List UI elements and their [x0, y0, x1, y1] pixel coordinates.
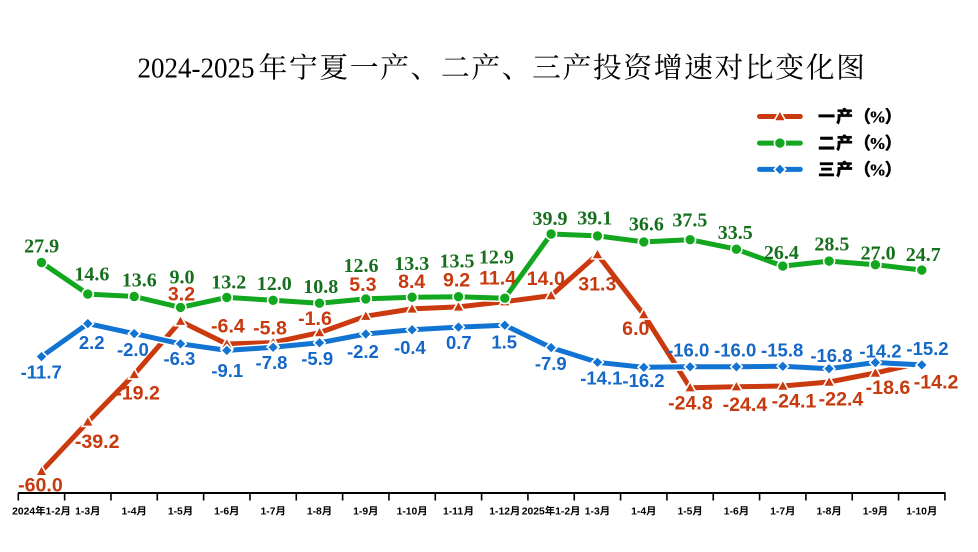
svg-text:-7.9: -7.9	[535, 353, 567, 374]
svg-text:-14.1: -14.1	[580, 367, 622, 388]
svg-text:1-6: 1-6	[724, 507, 739, 518]
svg-text:-11.7: -11.7	[21, 361, 62, 382]
svg-text:27.0: 27.0	[861, 242, 896, 264]
svg-text:1-5: 1-5	[168, 507, 183, 518]
svg-text:1-9: 1-9	[863, 507, 878, 518]
svg-text:12.6: 12.6	[344, 255, 379, 277]
svg-text:1-12: 1-12	[489, 507, 510, 518]
svg-text:13.5: 13.5	[440, 251, 475, 273]
svg-text:-1.6: -1.6	[298, 308, 332, 330]
svg-text:2025: 2025	[522, 507, 545, 518]
svg-text:9.2: 9.2	[443, 269, 470, 291]
svg-text:-0.4: -0.4	[394, 337, 427, 358]
svg-text:-24.8: -24.8	[668, 393, 713, 415]
svg-text:-9.1: -9.1	[211, 360, 243, 381]
svg-text:-39.2: -39.2	[75, 431, 120, 453]
svg-text:-2.2: -2.2	[347, 341, 379, 362]
svg-text:-14.2: -14.2	[914, 371, 959, 393]
svg-text:2024: 2024	[12, 507, 35, 518]
svg-text:1-8: 1-8	[816, 507, 831, 518]
svg-text:12.0: 12.0	[257, 273, 292, 295]
svg-text:27.9: 27.9	[24, 235, 59, 257]
svg-text:1-7: 1-7	[261, 507, 276, 518]
svg-text:11.4: 11.4	[479, 267, 516, 289]
svg-text:3.2: 3.2	[168, 284, 195, 306]
svg-text:36.6: 36.6	[629, 214, 664, 236]
svg-text:-2.0: -2.0	[117, 339, 149, 360]
svg-text:-24.4: -24.4	[723, 394, 768, 416]
svg-text:9.0: 9.0	[170, 266, 195, 288]
svg-text:28.5: 28.5	[814, 233, 849, 255]
svg-text:0.7: 0.7	[446, 332, 472, 353]
svg-text:-7.8: -7.8	[256, 352, 288, 373]
svg-text:26.4: 26.4	[764, 242, 799, 264]
svg-text:39.9: 39.9	[533, 208, 568, 230]
svg-text:-24.1: -24.1	[772, 391, 817, 413]
svg-text:2024-2025: 2024-2025	[138, 53, 255, 85]
svg-text:2.2: 2.2	[79, 332, 105, 353]
svg-text:1-9: 1-9	[353, 507, 368, 518]
svg-text:-16.0: -16.0	[667, 340, 709, 361]
svg-text:12.9: 12.9	[479, 247, 514, 269]
svg-text:%: %	[869, 134, 886, 153]
svg-text:-22.4: -22.4	[819, 388, 864, 410]
svg-text:14.6: 14.6	[74, 263, 109, 285]
svg-text:-19.2: -19.2	[115, 382, 160, 404]
svg-text:-60.0: -60.0	[18, 474, 63, 496]
svg-text:14.0: 14.0	[527, 268, 565, 290]
svg-text:6.0: 6.0	[622, 318, 649, 340]
svg-text:%: %	[869, 160, 886, 179]
svg-text:1-8: 1-8	[307, 507, 322, 518]
svg-text:24.7: 24.7	[906, 244, 941, 266]
svg-text:13.2: 13.2	[211, 272, 246, 294]
svg-text:1-6: 1-6	[214, 507, 229, 518]
svg-text:1-10: 1-10	[397, 507, 418, 518]
svg-text:1-4: 1-4	[122, 507, 137, 518]
svg-text:1-10: 1-10	[906, 507, 927, 518]
svg-text:1-7: 1-7	[770, 507, 785, 518]
svg-text:%: %	[869, 108, 886, 127]
svg-text:1-11: 1-11	[443, 507, 463, 518]
svg-text:-6.4: -6.4	[211, 315, 245, 337]
svg-text:8.4: 8.4	[398, 271, 425, 293]
svg-text:31.3: 31.3	[578, 273, 616, 295]
svg-text:1.5: 1.5	[491, 331, 517, 352]
svg-text:-15.8: -15.8	[761, 340, 803, 361]
svg-text:-16.2: -16.2	[622, 370, 664, 391]
svg-text:-14.2: -14.2	[859, 341, 901, 362]
svg-text:1-4: 1-4	[631, 507, 646, 518]
svg-text:37.5: 37.5	[672, 210, 707, 232]
svg-text:13.3: 13.3	[394, 253, 429, 275]
svg-text:39.1: 39.1	[577, 207, 612, 229]
svg-text:5.3: 5.3	[349, 274, 376, 296]
svg-text:-5.8: -5.8	[253, 318, 287, 340]
svg-text:1-3: 1-3	[75, 507, 90, 518]
svg-text:1-2: 1-2	[46, 507, 61, 518]
svg-text:10.8: 10.8	[303, 276, 338, 298]
svg-text:1-3: 1-3	[585, 507, 600, 518]
svg-text:33.5: 33.5	[718, 222, 753, 244]
svg-text:13.6: 13.6	[122, 269, 157, 291]
svg-text:-18.6: -18.6	[866, 377, 911, 399]
svg-text:-6.3: -6.3	[163, 348, 195, 369]
svg-text:1-5: 1-5	[677, 507, 692, 518]
svg-text:-16.8: -16.8	[810, 345, 852, 366]
svg-text:1-2: 1-2	[555, 507, 570, 518]
svg-text:-5.9: -5.9	[301, 348, 333, 369]
svg-text:-16.0: -16.0	[714, 340, 756, 361]
svg-text:-15.2: -15.2	[906, 338, 948, 359]
